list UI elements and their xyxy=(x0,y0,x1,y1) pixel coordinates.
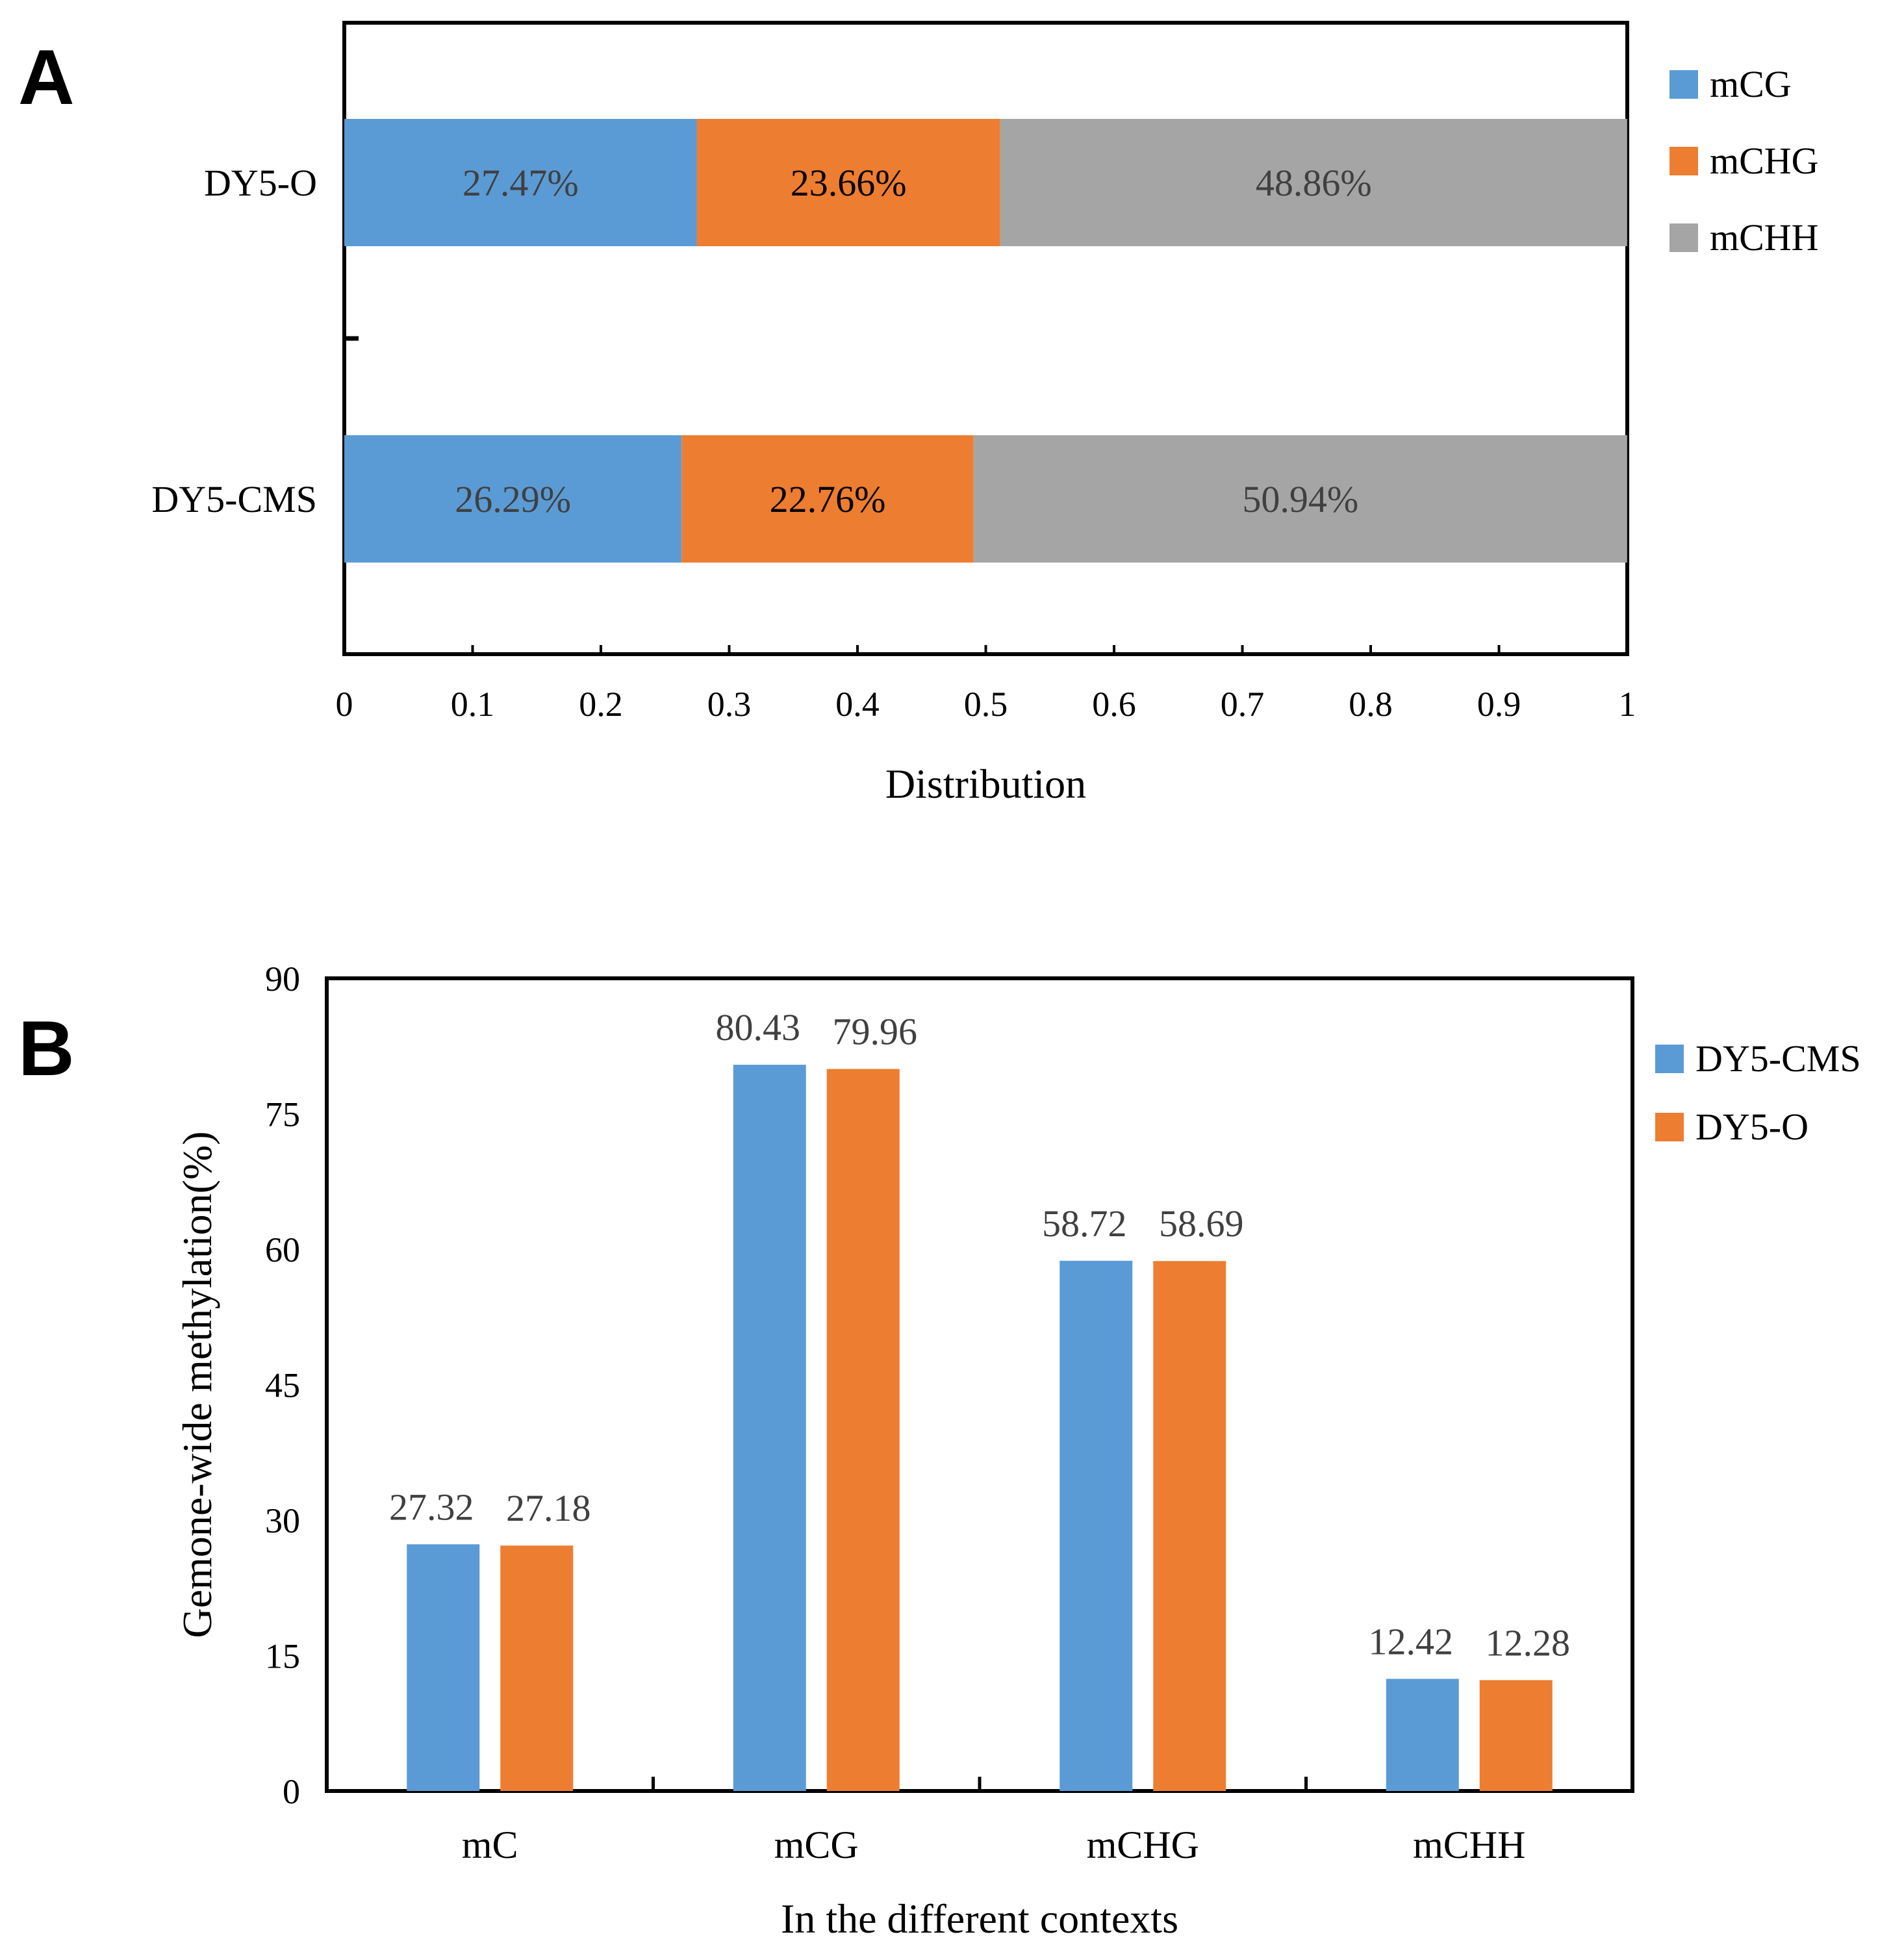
data-label: 58.72 xyxy=(1042,1202,1127,1245)
y-axis-title: Gemone-wide methylation(%) xyxy=(174,1131,220,1638)
data-label: 48.86% xyxy=(1256,162,1372,204)
category-label: mCHH xyxy=(1413,1823,1525,1866)
bar-segment-mchg xyxy=(696,119,1000,246)
x-tick-label: 0 xyxy=(336,685,353,724)
legend-label: DY5-CMS xyxy=(1695,1037,1861,1080)
x-tick-label: 0.4 xyxy=(835,685,880,724)
legend-label: mCHH xyxy=(1710,216,1819,259)
legend-label: DY5-O xyxy=(1695,1106,1809,1148)
chart-a: 0 0.1 0.2 0.3 0.4 0.5 0.6 0.7 0.8 0.9 1 Distributio… xyxy=(151,21,1819,807)
x-axis-title: In the different contexts xyxy=(781,1896,1178,1942)
data-label: 80.43 xyxy=(716,1006,801,1048)
data-label: 26.29% xyxy=(455,478,571,520)
x-tick-label: 0.1 xyxy=(451,685,495,724)
legend-swatch xyxy=(1669,70,1698,99)
legend-swatch xyxy=(1655,1045,1684,1073)
bar-dy5-cms xyxy=(733,1065,806,1791)
bar-dy5-o xyxy=(1153,1261,1226,1791)
legend-label: mCHG xyxy=(1710,140,1819,182)
x-tick-label: 0.6 xyxy=(1092,685,1136,724)
y-tick-label: 0 xyxy=(283,1772,300,1811)
panel-a-label: A xyxy=(18,34,75,121)
category-label: mCHG xyxy=(1087,1823,1199,1866)
panel-b-label: B xyxy=(18,1005,75,1092)
x-axis-title: Distribution xyxy=(885,761,1086,807)
legend-swatch xyxy=(1669,147,1698,175)
x-tick-label: 0.9 xyxy=(1477,685,1521,724)
bar-segment-mcg xyxy=(344,435,682,563)
data-label: 23.66% xyxy=(791,162,907,204)
y-tick-label: 75 xyxy=(265,1095,300,1134)
y-tick-label: 60 xyxy=(265,1230,300,1269)
x-tick-label: 0.3 xyxy=(707,685,752,724)
y-tick-label: 45 xyxy=(265,1366,300,1405)
category-label: mCG xyxy=(774,1823,859,1866)
legend-swatch xyxy=(1669,223,1698,252)
chart-b: 0 15 30 45 60 75 90 Gemone-wide methylation(%) I… xyxy=(174,959,1861,1942)
bar-segment-mchh xyxy=(973,435,1627,563)
bar-dy5-cms xyxy=(407,1544,480,1791)
x-tick-label: 1 xyxy=(1619,685,1636,724)
data-label: 58.69 xyxy=(1159,1202,1244,1245)
data-label: 22.76% xyxy=(770,478,886,520)
bar-dy5-o xyxy=(1479,1680,1553,1791)
data-label: 27.47% xyxy=(463,162,579,204)
bar-dy5-o xyxy=(826,1069,900,1791)
legend-swatch xyxy=(1655,1113,1684,1141)
data-label: 27.18 xyxy=(506,1487,591,1529)
data-label: 12.28 xyxy=(1486,1621,1571,1664)
data-label: 50.94% xyxy=(1242,478,1358,520)
bar-segment-mchg xyxy=(681,435,974,563)
data-label: 79.96 xyxy=(833,1011,918,1053)
data-label: 27.32 xyxy=(389,1486,474,1528)
bar-segment-mchh xyxy=(1000,119,1627,246)
bar-dy5-cms xyxy=(1060,1260,1133,1791)
bar-segment-mcg xyxy=(344,119,697,246)
y-tick-label: 15 xyxy=(265,1637,300,1676)
bar-dy5-o xyxy=(500,1545,574,1791)
y-tick-label: 30 xyxy=(265,1501,300,1540)
category-label: DY5-CMS xyxy=(151,478,317,520)
data-label: 12.42 xyxy=(1369,1620,1454,1662)
x-tick-label: 0.2 xyxy=(579,685,623,724)
x-tick-label: 0.7 xyxy=(1221,685,1265,724)
bar-dy5-cms xyxy=(1386,1679,1459,1791)
category-label: mC xyxy=(462,1823,518,1866)
x-tick-label: 0.8 xyxy=(1349,685,1393,724)
legend-label: mCG xyxy=(1710,63,1792,105)
x-tick-label: 0.5 xyxy=(964,685,1008,724)
y-tick-label: 90 xyxy=(265,959,300,998)
category-label: DY5-O xyxy=(204,162,317,204)
